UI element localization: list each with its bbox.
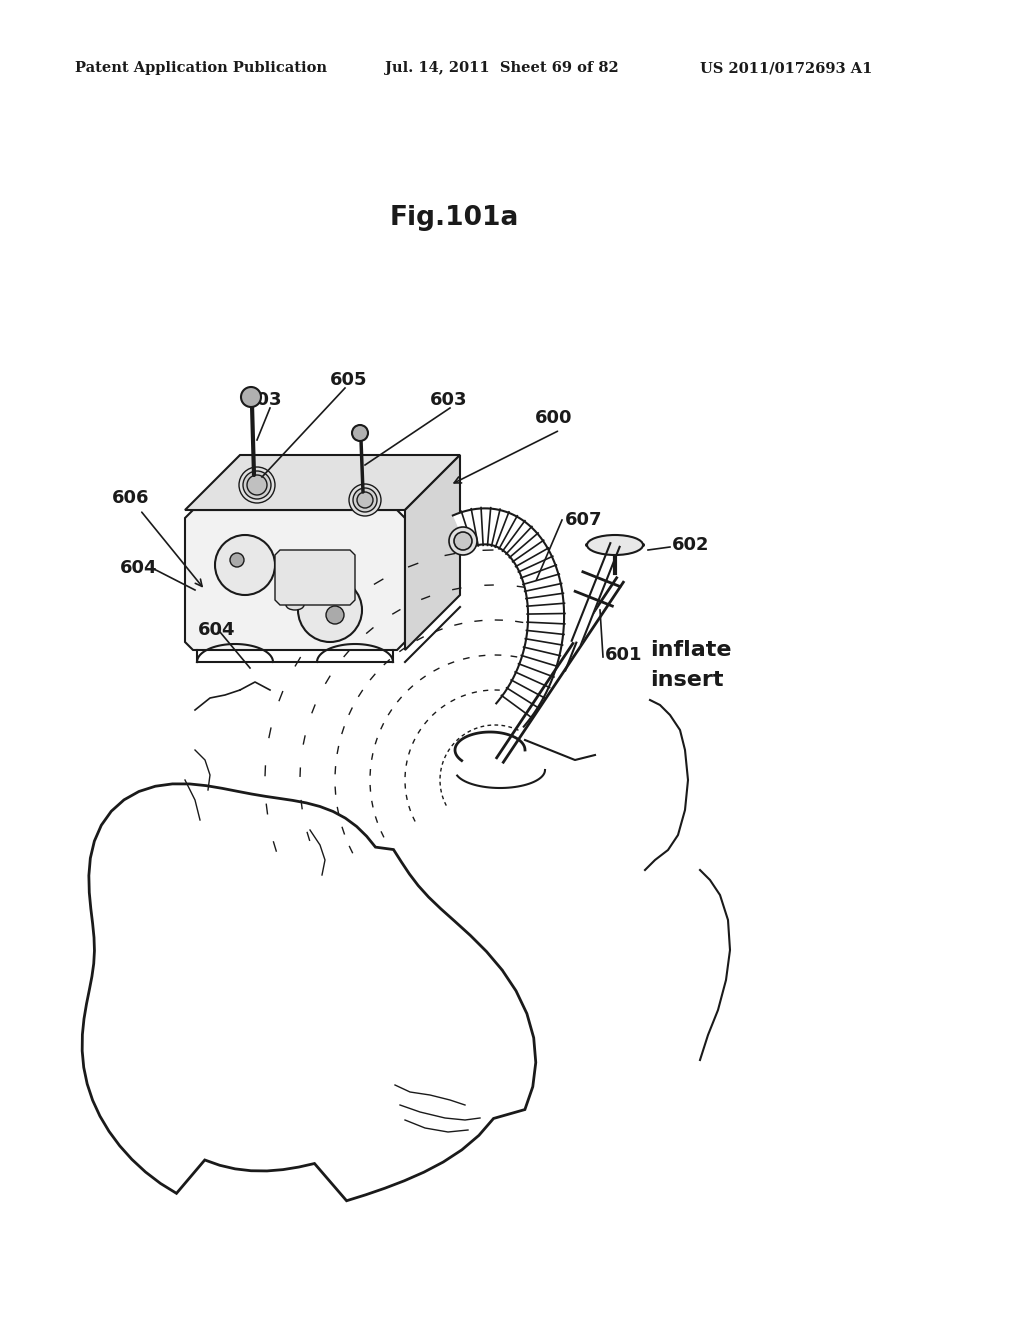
Circle shape <box>230 553 244 568</box>
Circle shape <box>349 484 381 516</box>
Ellipse shape <box>284 579 306 591</box>
Text: US 2011/0172693 A1: US 2011/0172693 A1 <box>700 61 872 75</box>
Circle shape <box>239 467 275 503</box>
Text: 603: 603 <box>245 391 283 409</box>
Circle shape <box>243 471 271 499</box>
Polygon shape <box>275 550 355 605</box>
Polygon shape <box>406 455 460 649</box>
Text: inflate: inflate <box>650 640 731 660</box>
Circle shape <box>215 535 275 595</box>
Text: 607: 607 <box>565 511 602 529</box>
Polygon shape <box>185 455 460 510</box>
Text: Fig.101a: Fig.101a <box>390 205 519 231</box>
Text: insert: insert <box>650 671 724 690</box>
Polygon shape <box>453 508 564 726</box>
Circle shape <box>449 527 477 554</box>
Circle shape <box>352 425 368 441</box>
Circle shape <box>241 387 261 407</box>
Text: 601: 601 <box>605 645 642 664</box>
Circle shape <box>454 532 472 550</box>
Circle shape <box>247 475 267 495</box>
Text: 600: 600 <box>535 409 572 426</box>
Text: Jul. 14, 2011  Sheet 69 of 82: Jul. 14, 2011 Sheet 69 of 82 <box>385 61 618 75</box>
Polygon shape <box>82 784 536 1201</box>
Text: 604: 604 <box>198 620 236 639</box>
Text: 606: 606 <box>112 488 150 507</box>
Text: Patent Application Publication: Patent Application Publication <box>75 61 327 75</box>
Text: 605: 605 <box>330 371 368 389</box>
Text: 604: 604 <box>120 558 158 577</box>
Text: 603: 603 <box>430 391 468 409</box>
Ellipse shape <box>587 535 643 554</box>
Circle shape <box>326 606 344 624</box>
Polygon shape <box>571 543 620 644</box>
Circle shape <box>357 492 373 508</box>
Polygon shape <box>185 510 406 649</box>
Text: 602: 602 <box>672 536 710 554</box>
Circle shape <box>298 578 362 642</box>
Ellipse shape <box>286 601 304 610</box>
Circle shape <box>353 488 377 512</box>
